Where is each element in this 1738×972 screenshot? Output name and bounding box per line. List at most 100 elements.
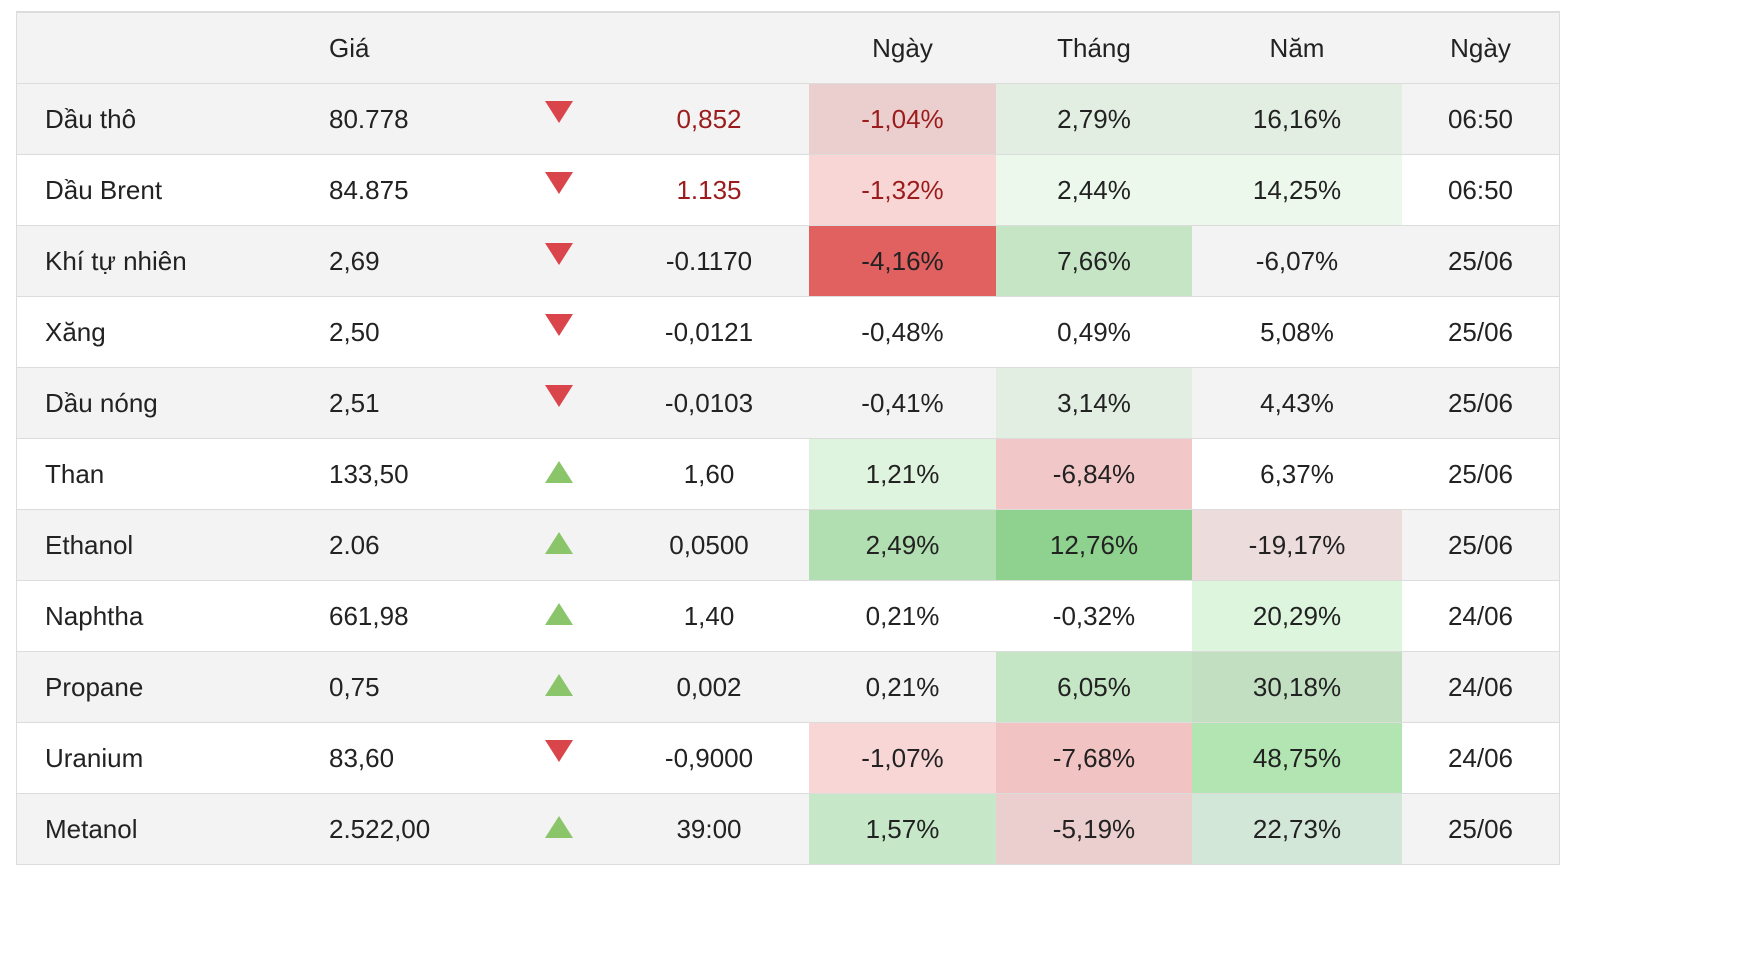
price-cell: 84.875 [319,154,509,226]
direction-cell [509,580,609,652]
day-change-cell: 1,57% [809,793,996,865]
header-date[interactable]: Ngày [1402,13,1559,84]
day-change-cell: -0,48% [809,296,996,368]
direction-cell [509,367,609,439]
direction-cell [509,438,609,510]
table-row[interactable]: Dầu nóng 2,51 -0,0103 -0,41% 3,14% 4,43% 25/06 [17,367,1559,439]
arrow-up-icon [545,602,573,625]
year-change-cell: 20,29% [1192,580,1402,652]
header-month[interactable]: Tháng [996,13,1192,84]
change-cell: -0,0121 [609,296,809,368]
table-body: Dầu thô 80.778 0,852 -1,04% 2,79% 16,16% 06:50… [17,83,1559,865]
table-row[interactable]: Ethanol 2.06 0,0500 2,49% 12,76% -19,17% 25/06 [17,509,1559,581]
header-day[interactable]: Ngày [809,13,996,84]
commodity-name[interactable]: Xăng [17,296,319,368]
header-price[interactable]: Giá [319,13,509,84]
year-change-cell: 4,43% [1192,367,1402,439]
direction-cell [509,722,609,794]
change-cell: 1,40 [609,580,809,652]
direction-cell [509,651,609,723]
month-change-cell: 7,66% [996,225,1192,297]
day-change-cell: 0,21% [809,580,996,652]
commodity-name[interactable]: Uranium [17,722,319,794]
header-row: Giá Ngày Tháng Năm Ngày [17,13,1559,84]
month-change-cell: 12,76% [996,509,1192,581]
table-header: Giá Ngày Tháng Năm Ngày [17,13,1559,84]
month-change-cell: 3,14% [996,367,1192,439]
day-change-cell: -0,41% [809,367,996,439]
year-change-cell: 22,73% [1192,793,1402,865]
commodity-name[interactable]: Dầu Brent [17,154,319,226]
change-cell: -0,9000 [609,722,809,794]
month-change-cell: 6,05% [996,651,1192,723]
table-row[interactable]: Khí tự nhiên 2,69 -0.1170 -4,16% 7,66% -6,07%… [17,225,1559,297]
header-year[interactable]: Năm [1192,13,1402,84]
year-change-cell: 48,75% [1192,722,1402,794]
commodity-name[interactable]: Propane [17,651,319,723]
direction-cell [509,296,609,368]
direction-cell [509,83,609,155]
date-cell: 06:50 [1402,83,1559,155]
day-change-cell: 0,21% [809,651,996,723]
commodities-table: Giá Ngày Tháng Năm Ngày Dầu thô 80.778 0,8… [17,13,1559,865]
year-change-cell: -19,17% [1192,509,1402,581]
arrow-down-icon [545,100,573,123]
date-cell: 25/06 [1402,296,1559,368]
arrow-down-icon [545,313,573,336]
change-cell: 1.135 [609,154,809,226]
change-cell: 0,002 [609,651,809,723]
table-row[interactable]: Uranium 83,60 -0,9000 -1,07% -7,68% 48,75% 24/… [17,722,1559,794]
direction-cell [509,154,609,226]
table-row[interactable]: Than 133,50 1,60 1,21% -6,84% 6,37% 25/06 [17,438,1559,510]
arrow-down-icon [545,384,573,407]
price-cell: 661,98 [319,580,509,652]
month-change-cell: -0,32% [996,580,1192,652]
arrow-down-icon [545,171,573,194]
date-cell: 06:50 [1402,154,1559,226]
day-change-cell: -1,32% [809,154,996,226]
date-cell: 24/06 [1402,722,1559,794]
change-cell: 39:00 [609,793,809,865]
month-change-cell: -6,84% [996,438,1192,510]
commodity-name[interactable]: Dầu nóng [17,367,319,439]
table-row[interactable]: Dầu Brent 84.875 1.135 -1,32% 2,44% 14,25% 06:… [17,154,1559,226]
year-change-cell: 6,37% [1192,438,1402,510]
day-change-cell: -1,04% [809,83,996,155]
arrow-down-icon [545,739,573,762]
date-cell: 25/06 [1402,367,1559,439]
table-row[interactable]: Propane 0,75 0,002 0,21% 6,05% 30,18% 24/06 [17,651,1559,723]
commodity-name[interactable]: Than [17,438,319,510]
table-row[interactable]: Dầu thô 80.778 0,852 -1,04% 2,79% 16,16% 06:50 [17,83,1559,155]
month-change-cell: 2,44% [996,154,1192,226]
commodity-name[interactable]: Metanol [17,793,319,865]
table-row[interactable]: Metanol 2.522,00 39:00 1,57% -5,19% 22,73% 25/… [17,793,1559,865]
commodity-name[interactable]: Khí tự nhiên [17,225,319,297]
year-change-cell: 16,16% [1192,83,1402,155]
year-change-cell: 14,25% [1192,154,1402,226]
table-row[interactable]: Xăng 2,50 -0,0121 -0,48% 0,49% 5,08% 25/06 [17,296,1559,368]
price-cell: 133,50 [319,438,509,510]
change-cell: 0,852 [609,83,809,155]
year-change-cell: 5,08% [1192,296,1402,368]
year-change-cell: 30,18% [1192,651,1402,723]
commodity-name[interactable]: Ethanol [17,509,319,581]
change-cell: 1,60 [609,438,809,510]
day-change-cell: -1,07% [809,722,996,794]
table-row[interactable]: Naphtha 661,98 1,40 0,21% -0,32% 20,29% 24/06 [17,580,1559,652]
commodity-name[interactable]: Dầu thô [17,83,319,155]
price-cell: 0,75 [319,651,509,723]
commodity-name[interactable]: Naphtha [17,580,319,652]
date-cell: 25/06 [1402,438,1559,510]
change-cell: 0,0500 [609,509,809,581]
commodities-table-container: Giá Ngày Tháng Năm Ngày Dầu thô 80.778 0,8… [16,11,1560,865]
price-cell: 83,60 [319,722,509,794]
header-arrow [509,13,609,84]
arrow-down-icon [545,242,573,265]
month-change-cell: -7,68% [996,722,1192,794]
day-change-cell: -4,16% [809,225,996,297]
direction-cell [509,225,609,297]
price-cell: 80.778 [319,83,509,155]
date-cell: 24/06 [1402,580,1559,652]
direction-cell [509,793,609,865]
arrow-up-icon [545,531,573,554]
